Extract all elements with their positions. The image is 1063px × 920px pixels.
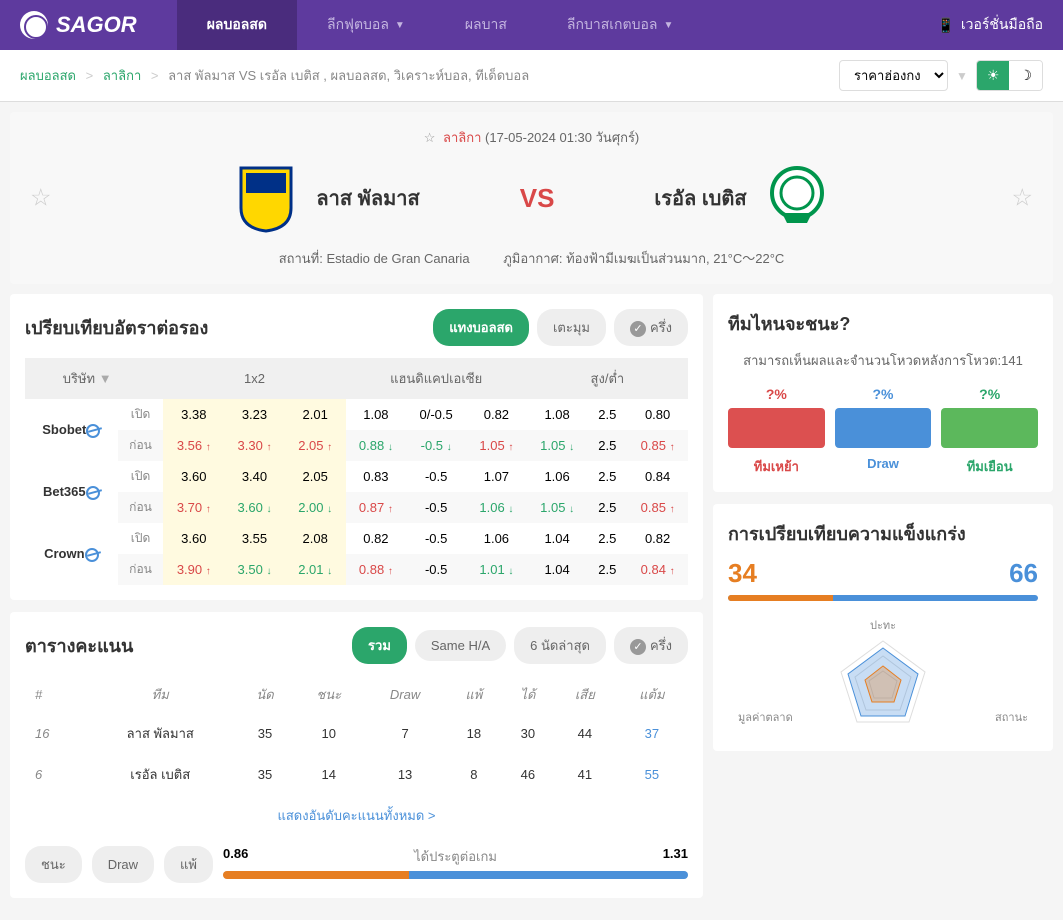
- before-label: ก่อน: [118, 430, 164, 461]
- refresh-icon: [86, 424, 100, 438]
- before-label: ก่อน: [118, 554, 164, 585]
- away-team-badge: [767, 163, 827, 233]
- nav-basketball-league[interactable]: ลีกบาสเกตบอล▼: [537, 0, 703, 50]
- odds-row: ก่อน3.90 ↑3.50 ↓2.01 ↓0.88 ↑-0.51.01 ↓1.…: [25, 554, 688, 585]
- company-name[interactable]: Bet365: [25, 461, 118, 523]
- tab-corner[interactable]: เตะมุม: [537, 309, 606, 346]
- check-icon: ✓: [630, 321, 646, 337]
- odds-row: ก่อน3.56 ↑3.30 ↑2.05 ↑0.88 ↓-0.5 ↓1.05 ↑…: [25, 430, 688, 461]
- goal-bar: [223, 871, 688, 879]
- away-team-name: เรอัล เบติส: [654, 182, 746, 214]
- home-team-badge: [236, 163, 296, 233]
- breadcrumb-tail: ลาส พัลมาส VS เรอัล เบติส , ผลบอลสด, วิเ…: [168, 68, 529, 83]
- top-nav: SAGOR ผลบอลสด ลีกฟุตบอล▼ ผลบาส ลีกบาสเกต…: [0, 0, 1063, 50]
- goal-away-value: 1.31: [663, 846, 688, 867]
- vote-draw-block: [835, 408, 932, 448]
- vote-away-block: [941, 408, 1038, 448]
- vote-panel: ทีมไหนจะชนะ? สามารถเห็นผลและจำนวนโหวดหลั…: [713, 294, 1053, 492]
- nav-basketball[interactable]: ผลบาส: [435, 0, 537, 50]
- weather-text: ภูมิอากาศ: ท้องฟ้ามีเมฆเป็นส่วนมาก, 21°C…: [503, 251, 784, 266]
- company-name[interactable]: Sbobet: [25, 399, 118, 461]
- mobile-icon: 📱: [937, 17, 954, 34]
- favorite-away-icon[interactable]: ☆: [1011, 184, 1033, 213]
- strength-title: การเปรียบเทียบความแข็งแกร่ง: [728, 519, 1038, 548]
- filter-draw[interactable]: Draw: [92, 846, 154, 883]
- subheader: ผลบอลสด > ลาลิกา > ลาส พัลมาส VS เรอัล เ…: [0, 50, 1063, 102]
- tab-same-ha[interactable]: Same H/A: [415, 630, 506, 661]
- odds-row: Sbobetเปิด3.383.232.011.080/-0.50.821.08…: [25, 399, 688, 430]
- logo-icon: [20, 11, 48, 39]
- nav-live[interactable]: ผลบอลสด: [177, 0, 297, 50]
- vote-title: ทีมไหนจะชนะ?: [728, 309, 1038, 338]
- brand-text: SAGOR: [56, 12, 137, 38]
- company-name[interactable]: Crown: [25, 523, 118, 585]
- star-icon: ☆: [424, 130, 436, 145]
- strength-bar: [728, 595, 1038, 601]
- sort-icon[interactable]: ▼: [99, 371, 112, 386]
- odds-table: บริษัท ▼ 1x2 แฮนดิแคปเอเซีย สูง/ต่ำ Sbob…: [25, 358, 688, 585]
- standings-table: # ทีม นัด ชนะ Draw แพ้ ได้ เสีย แต้ม 16ล…: [25, 676, 688, 795]
- breadcrumb-league[interactable]: ลาลิกา: [103, 68, 141, 83]
- mobile-version-link[interactable]: 📱 เวอร์ชั่นมือถือ: [937, 14, 1043, 36]
- nav-football-league[interactable]: ลีกฟุตบอล▼: [297, 0, 435, 50]
- light-theme-button[interactable]: ☀: [977, 61, 1010, 90]
- vs-text: VS: [520, 183, 555, 214]
- open-label: เปิด: [118, 523, 164, 554]
- price-format-select[interactable]: ราคาฮ่องกง: [839, 60, 948, 91]
- odds-row: Bet365เปิด3.603.402.050.83-0.51.071.062.…: [25, 461, 688, 492]
- refresh-icon: [85, 548, 99, 562]
- standings-title: ตารางคะแนน: [25, 631, 344, 660]
- open-label: เปิด: [118, 399, 164, 430]
- tab-live-odds[interactable]: แทงบอลสด: [433, 309, 529, 346]
- before-label: ก่อน: [118, 492, 164, 523]
- standings-panel: ตารางคะแนน รวม Same H/A 6 นัดล่าสุด ✓ครึ…: [10, 612, 703, 898]
- filter-lose[interactable]: แพ้: [164, 846, 213, 883]
- goal-bar-label: ได้ประตูต่อเกม: [414, 846, 497, 867]
- league-name[interactable]: ลาลิกา: [443, 130, 481, 145]
- standings-row[interactable]: 16ลาส พัลมาส3510718304437: [25, 713, 688, 754]
- odds-title: เปรียบเทียบอัตราต่อรอง: [25, 313, 425, 342]
- vote-home-block: [728, 408, 825, 448]
- theme-toggle: ☀ ☽: [976, 60, 1043, 91]
- venue-text: สถานที่: Estadio de Gran Canaria: [279, 251, 470, 266]
- show-all-standings-link[interactable]: แสดงอันดับคะแนนทั้งหมด >: [25, 795, 688, 836]
- chevron-down-icon: ▼: [663, 20, 673, 31]
- strength-home: 34: [728, 558, 757, 589]
- goal-home-value: 0.86: [223, 846, 248, 867]
- tab-all[interactable]: รวม: [352, 627, 407, 664]
- vote-away[interactable]: ?% ทีมเยือน: [941, 386, 1038, 477]
- dark-theme-button[interactable]: ☽: [1009, 61, 1042, 90]
- standings-row[interactable]: 6เรอัล เบติส3514138464155: [25, 754, 688, 795]
- match-datetime: (17-05-2024 01:30 วันศุกร์): [485, 130, 639, 145]
- home-team-name: ลาส พัลมาส: [316, 182, 419, 214]
- odds-row: Crownเปิด3.603.552.080.82-0.51.061.042.5…: [25, 523, 688, 554]
- tab-standings-half[interactable]: ✓ครึ่ง: [614, 627, 688, 664]
- vote-stats: สามารถเห็นผลและจำนวนโหวดหลังการโหวต:141: [728, 350, 1038, 371]
- filter-win[interactable]: ชนะ: [25, 846, 82, 883]
- match-hero: ☆ ☆ ☆ ลาลิกา (17-05-2024 01:30 วันศุกร์)…: [10, 112, 1053, 284]
- tab-half[interactable]: ✓ครึ่ง: [614, 309, 688, 346]
- strength-away: 66: [1009, 558, 1038, 589]
- tab-last6[interactable]: 6 นัดล่าสุด: [514, 627, 606, 664]
- check-icon: ✓: [630, 639, 646, 655]
- strength-panel: การเปรียบเทียบความแข็งแกร่ง 34 66: [713, 504, 1053, 751]
- vote-draw[interactable]: ?% Draw: [835, 386, 932, 477]
- nav-items: ผลบอลสด ลีกฟุตบอล▼ ผลบาส ลีกบาสเกตบอล▼: [177, 0, 704, 50]
- open-label: เปิด: [118, 461, 164, 492]
- vote-home[interactable]: ?% ทีมเหย้า: [728, 386, 825, 477]
- odds-row: ก่อน3.70 ↑3.60 ↓2.00 ↓0.87 ↑-0.51.06 ↓1.…: [25, 492, 688, 523]
- breadcrumb: ผลบอลสด > ลาลิกา > ลาส พัลมาส VS เรอัล เ…: [20, 65, 529, 86]
- odds-panel: เปรียบเทียบอัตราต่อรอง แทงบอลสด เตะมุม ✓…: [10, 294, 703, 600]
- radar-chart: ปะทะ มูลค่าตลาด สถานะ: [728, 616, 1038, 736]
- logo[interactable]: SAGOR: [20, 11, 137, 39]
- chevron-down-icon: ▼: [395, 20, 405, 31]
- favorite-home-icon[interactable]: ☆: [30, 184, 52, 213]
- breadcrumb-live[interactable]: ผลบอลสด: [20, 68, 76, 83]
- refresh-icon: [86, 486, 100, 500]
